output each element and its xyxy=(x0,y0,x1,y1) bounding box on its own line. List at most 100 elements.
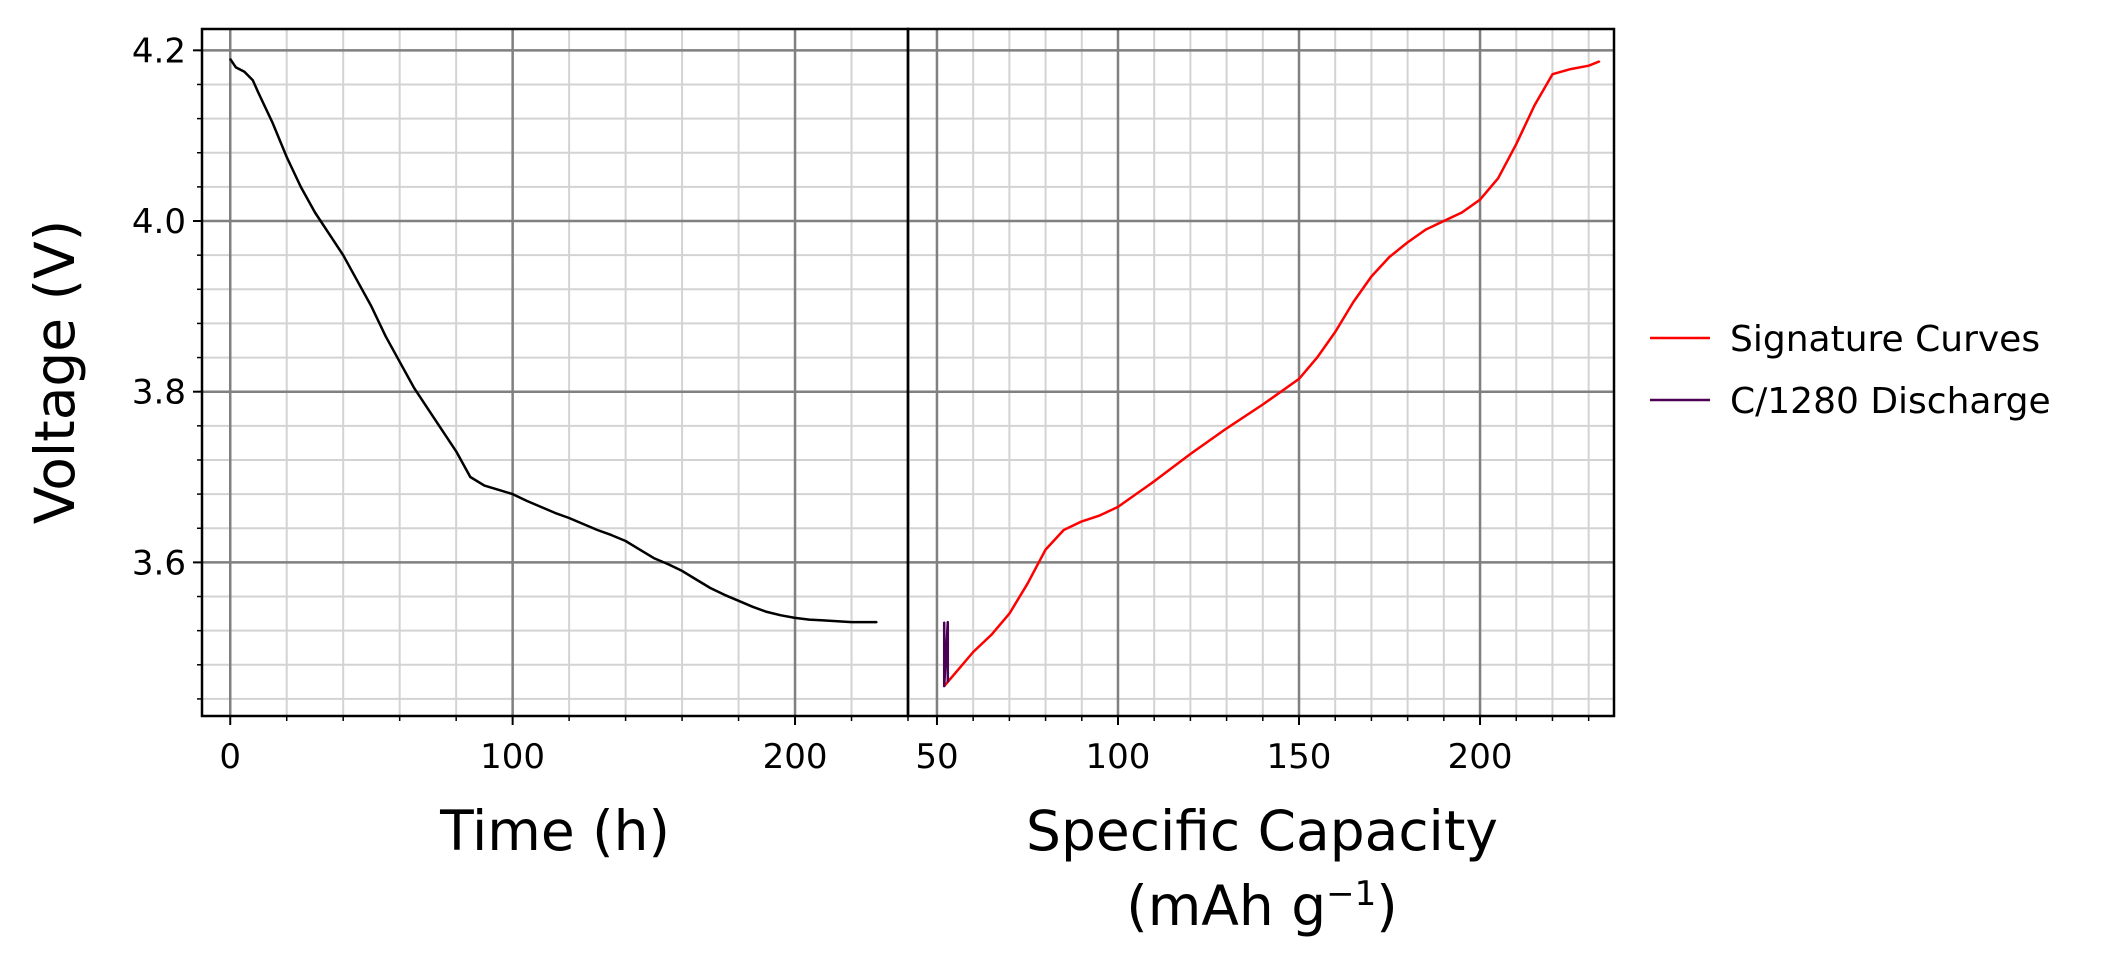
right-data-point xyxy=(1008,612,1011,615)
left-data-point xyxy=(596,529,599,531)
left-data-point xyxy=(540,506,542,508)
right-data-point xyxy=(1044,548,1047,551)
left-x-tick-label: 100 xyxy=(480,737,545,777)
left-data-point xyxy=(850,621,853,623)
x-axis-label-time: Time (h) xyxy=(439,799,670,863)
left-data-point xyxy=(667,563,669,565)
left-data-point xyxy=(653,557,655,559)
left-data-point xyxy=(342,254,345,256)
left-data-point xyxy=(356,279,359,282)
y-tick-label: 3.8 xyxy=(132,373,186,413)
right-data-point xyxy=(1099,514,1101,517)
y-tick-label: 4.2 xyxy=(132,31,186,71)
y-tick-label: 3.6 xyxy=(132,543,186,583)
left-data-point xyxy=(822,619,825,622)
left-data-point xyxy=(441,429,443,431)
right-x-tick-label: 50 xyxy=(915,737,958,777)
right-data-point xyxy=(1598,60,1601,63)
left-data-point xyxy=(681,570,683,572)
right-data-point xyxy=(1533,105,1536,107)
right-data-point xyxy=(947,681,949,683)
right-data-point xyxy=(1479,198,1481,201)
legend-label-c1280-discharge: C/1280 Discharge xyxy=(1730,381,2051,422)
left-data-point xyxy=(328,233,330,235)
y-axis-label: Voltage (V) xyxy=(23,220,87,524)
right-grid xyxy=(908,29,1614,716)
left-data-point xyxy=(413,386,415,389)
right-data-point xyxy=(1334,331,1337,333)
right-data-point xyxy=(1569,68,1572,70)
left-data-point xyxy=(864,621,867,623)
left-data-point xyxy=(285,156,288,158)
legend: Signature Curves C/1280 Discharge xyxy=(1650,319,2051,422)
right-data-point xyxy=(1262,403,1264,406)
right-data-point xyxy=(1370,275,1373,278)
x-axis-unit-main: (mAh g xyxy=(1126,874,1326,938)
right-data-point xyxy=(1298,378,1300,380)
left-data-point xyxy=(469,476,472,478)
legend-label-signature-curves: Signature Curves xyxy=(1730,319,2040,360)
left-data-point xyxy=(314,211,316,214)
right-data-point xyxy=(1316,356,1318,359)
left-data-point xyxy=(271,122,274,124)
left-data-point xyxy=(568,517,570,519)
left-data-point xyxy=(384,335,387,338)
right-data-point xyxy=(1026,582,1029,585)
right-data-point xyxy=(1388,256,1391,258)
left-data-point xyxy=(723,594,726,596)
right-x-tick-label: 150 xyxy=(1267,737,1332,777)
right-data-point xyxy=(990,634,993,636)
x-axis-label-capacity-line2: (mAh g−1) xyxy=(1126,874,1398,938)
right-x-tick-label: 200 xyxy=(1448,737,1513,777)
left-data-point xyxy=(398,361,401,363)
left-series xyxy=(229,58,878,624)
left-data-point xyxy=(582,523,585,525)
left-data-point xyxy=(610,534,613,536)
left-data-point xyxy=(751,605,754,608)
right-data-point xyxy=(943,685,946,687)
left-data-point xyxy=(257,92,260,94)
left-data-point xyxy=(780,614,782,617)
left-grid xyxy=(202,29,909,716)
right-data-point xyxy=(1424,228,1427,231)
left-x-tick-label: 200 xyxy=(763,737,828,777)
right-data-point xyxy=(954,672,956,675)
right-data-point xyxy=(1497,177,1499,180)
right-data-point xyxy=(1461,211,1463,214)
left-data-point xyxy=(525,500,528,502)
right-data-point xyxy=(947,621,949,623)
right-data-point xyxy=(1443,220,1445,222)
left-data-point xyxy=(876,621,878,623)
left-data-point xyxy=(638,548,641,551)
right-data-point xyxy=(1153,480,1155,483)
left-data-point xyxy=(624,540,627,542)
left-data-point xyxy=(554,512,556,514)
right-data-point xyxy=(1189,453,1192,455)
left-data-point xyxy=(252,79,254,82)
right-data-point xyxy=(972,651,974,653)
right-data-point xyxy=(1080,520,1083,523)
left-data-point xyxy=(370,305,373,308)
left-data-point xyxy=(455,450,457,453)
left-data-point xyxy=(243,70,246,73)
right-data-point xyxy=(1587,64,1590,67)
left-panel-time: 3.6 3.8 4.0 4.2 0 100 200 xyxy=(132,27,910,777)
left-data-point xyxy=(229,58,232,60)
left-data-point xyxy=(427,407,429,410)
left-data-point xyxy=(483,484,486,487)
left-data-point xyxy=(300,186,302,188)
left-data-point xyxy=(808,618,810,621)
left-data-point xyxy=(737,599,740,602)
left-data-point xyxy=(235,66,237,69)
right-data-point xyxy=(1551,73,1554,76)
x-axis-unit-superscript: −1 xyxy=(1326,874,1376,914)
left-data-point xyxy=(836,620,839,623)
right-x-tick-label: 100 xyxy=(1086,737,1151,777)
right-series xyxy=(942,60,1601,688)
right-data-point xyxy=(1515,143,1518,146)
right-ticks: 50 100 150 200 xyxy=(915,716,1590,777)
right-data-point xyxy=(1406,241,1409,244)
y-tick-label: 4.0 xyxy=(132,202,186,242)
left-data-point xyxy=(709,587,712,589)
